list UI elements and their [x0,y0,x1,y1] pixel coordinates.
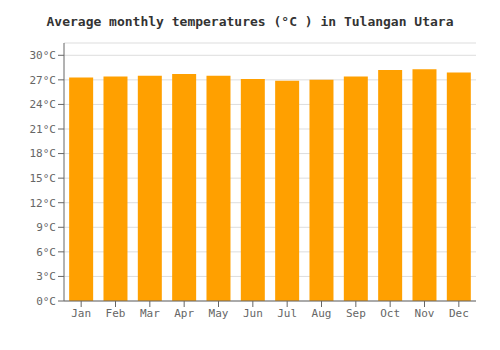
svg-text:Jul: Jul [277,307,297,320]
svg-text:3°C: 3°C [36,270,56,283]
svg-text:0°C: 0°C [36,295,56,308]
svg-text:Apr: Apr [174,307,194,320]
svg-text:15°C: 15°C [30,172,57,185]
svg-text:Oct: Oct [380,307,400,320]
svg-text:Feb: Feb [106,307,126,320]
svg-text:May: May [209,307,229,320]
svg-text:Dec: Dec [449,307,469,320]
svg-text:24°C: 24°C [30,98,57,111]
svg-text:18°C: 18°C [30,147,57,160]
svg-text:27°C: 27°C [30,74,57,87]
svg-text:Jan: Jan [71,307,91,320]
svg-text:21°C: 21°C [30,123,57,136]
html-text:Average monthly temperatures (: Average monthly temperatures (°C ) in Tu… [46,14,454,29]
svg-text:Mar: Mar [140,307,160,320]
svg-text:12°C: 12°C [30,197,57,210]
svg-text:Jun: Jun [243,307,263,320]
svg-text:Nov: Nov [415,307,435,320]
svg-text:Sep: Sep [346,307,366,320]
svg-text:9°C: 9°C [36,221,56,234]
svg-text:Aug: Aug [312,307,332,320]
svg-text:6°C: 6°C [36,246,56,259]
svg-text:30°C: 30°C [30,49,57,62]
